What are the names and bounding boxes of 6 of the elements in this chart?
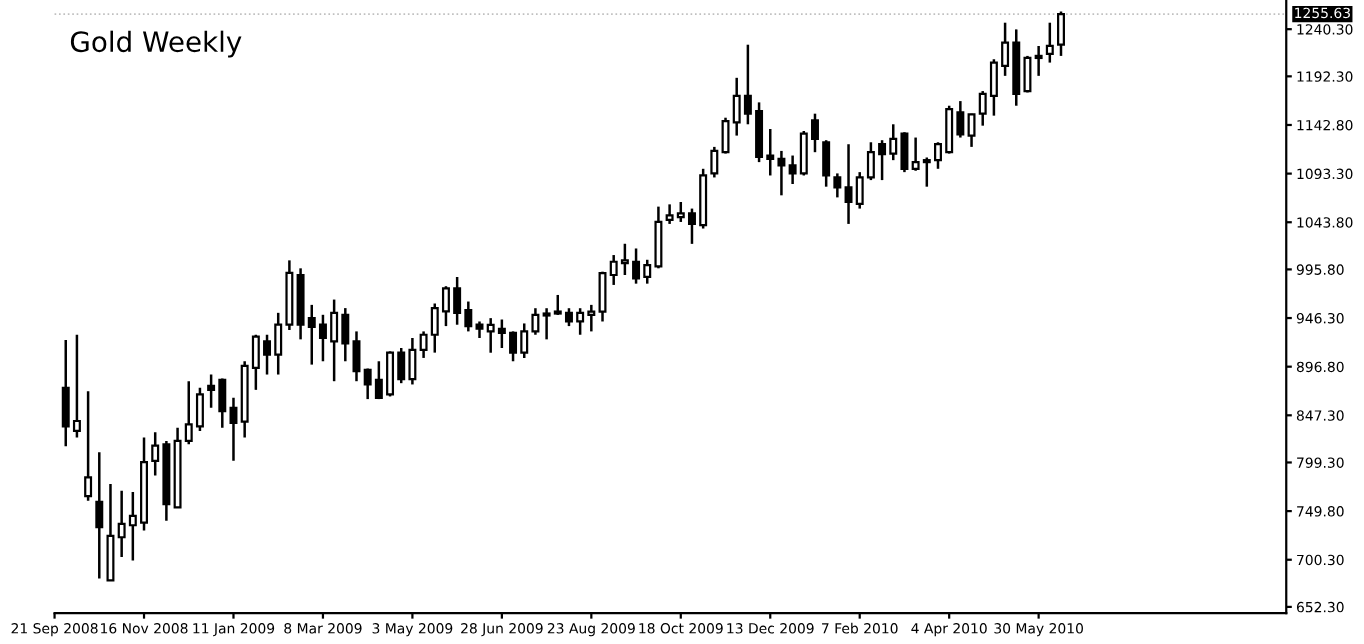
candlestick [95,451,104,580]
candlestick [1034,44,1043,78]
candlestick [598,270,607,323]
text: Gold Weekly [70,30,242,58]
candlestick [84,389,93,502]
candlestick [106,482,115,582]
